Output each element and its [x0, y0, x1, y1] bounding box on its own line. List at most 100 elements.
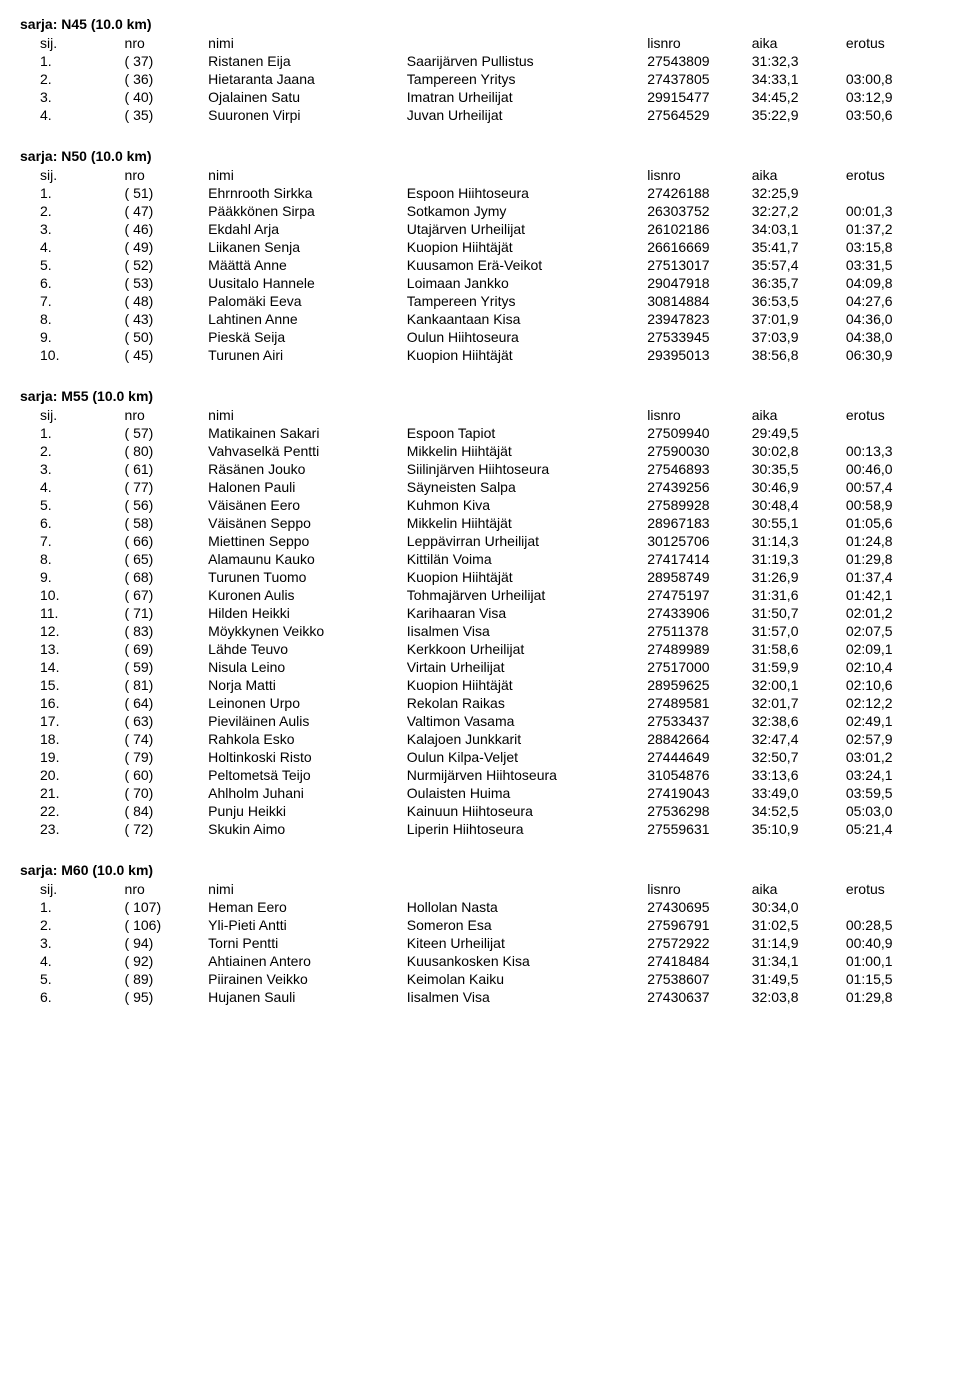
cell-nimi: Nisula Leino — [208, 658, 407, 676]
cell-aika: 35:41,7 — [752, 238, 846, 256]
cell-sij: 4. — [20, 478, 125, 496]
cell-erotus: 01:29,8 — [846, 988, 940, 1006]
cell-club: Mikkelin Hiihtäjät — [407, 514, 647, 532]
header-nimi: nimi — [208, 166, 407, 184]
cell-club: Tohmajärven Urheilijat — [407, 586, 647, 604]
table-row: 9.( 50)Pieskä SeijaOulun Hiihtoseura2753… — [20, 328, 940, 346]
table-row: 2.( 106)Yli-Pieti AnttiSomeron Esa275967… — [20, 916, 940, 934]
table-row: 3.( 46)Ekdahl ArjaUtajärven Urheilijat26… — [20, 220, 940, 238]
cell-club: Kalajoen Junkkarit — [407, 730, 647, 748]
header-nimi: nimi — [208, 34, 407, 52]
cell-sij: 15. — [20, 676, 125, 694]
cell-club: Tampereen Yritys — [407, 292, 647, 310]
cell-club: Sotkamon Jymy — [407, 202, 647, 220]
series-block: sarja: M55 (10.0 km)sij.nronimilisnroaik… — [20, 388, 940, 838]
table-header-row: sij.nronimilisnroaikaerotus — [20, 880, 940, 898]
results-table: sij.nronimilisnroaikaerotus1.( 107)Heman… — [20, 880, 940, 1006]
series-title: sarja: M55 (10.0 km) — [20, 388, 940, 404]
cell-erotus: 03:12,9 — [846, 88, 940, 106]
cell-erotus: 02:57,9 — [846, 730, 940, 748]
cell-nimi: Torni Pentti — [208, 934, 407, 952]
cell-nimi: Norja Matti — [208, 676, 407, 694]
cell-erotus: 00:57,4 — [846, 478, 940, 496]
cell-club: Kuusamon Erä-Veikot — [407, 256, 647, 274]
cell-lisnro: 27426188 — [647, 184, 752, 202]
cell-erotus: 02:09,1 — [846, 640, 940, 658]
cell-nro: ( 45) — [125, 346, 209, 364]
cell-lisnro: 27517000 — [647, 658, 752, 676]
cell-erotus — [846, 424, 940, 442]
cell-club: Leppävirran Urheilijat — [407, 532, 647, 550]
cell-lisnro: 29915477 — [647, 88, 752, 106]
cell-aika: 32:03,8 — [752, 988, 846, 1006]
cell-nimi: Punju Heikki — [208, 802, 407, 820]
cell-sij: 11. — [20, 604, 125, 622]
table-row: 4.( 77)Halonen PauliSäyneisten Salpa2743… — [20, 478, 940, 496]
cell-club: Liperin Hiihtoseura — [407, 820, 647, 838]
cell-sij: 1. — [20, 424, 125, 442]
header-aika: aika — [752, 166, 846, 184]
cell-nro: ( 59) — [125, 658, 209, 676]
cell-nro: ( 84) — [125, 802, 209, 820]
cell-nimi: Ehrnrooth Sirkka — [208, 184, 407, 202]
cell-sij: 10. — [20, 586, 125, 604]
cell-lisnro: 28967183 — [647, 514, 752, 532]
cell-nro: ( 68) — [125, 568, 209, 586]
cell-sij: 3. — [20, 460, 125, 478]
table-row: 14.( 59)Nisula LeinoVirtain Urheilijat27… — [20, 658, 940, 676]
cell-lisnro: 27511378 — [647, 622, 752, 640]
header-erotus: erotus — [846, 34, 940, 52]
cell-nro: ( 36) — [125, 70, 209, 88]
cell-lisnro: 26102186 — [647, 220, 752, 238]
table-row: 4.( 49)Liikanen SenjaKuopion Hiihtäjät26… — [20, 238, 940, 256]
header-sij: sij. — [20, 406, 125, 424]
cell-lisnro: 27590030 — [647, 442, 752, 460]
cell-erotus: 03:50,6 — [846, 106, 940, 124]
header-club-blank — [407, 166, 647, 184]
cell-club: Kainuun Hiihtoseura — [407, 802, 647, 820]
table-row: 5.( 52)Määttä AnneKuusamon Erä-Veikot275… — [20, 256, 940, 274]
cell-nro: ( 58) — [125, 514, 209, 532]
cell-aika: 31:26,9 — [752, 568, 846, 586]
cell-nro: ( 69) — [125, 640, 209, 658]
cell-club: Espoon Tapiot — [407, 424, 647, 442]
cell-nro: ( 50) — [125, 328, 209, 346]
cell-sij: 10. — [20, 346, 125, 364]
cell-nro: ( 107) — [125, 898, 209, 916]
cell-erotus: 01:42,1 — [846, 586, 940, 604]
cell-aika: 34:03,1 — [752, 220, 846, 238]
cell-erotus: 00:13,3 — [846, 442, 940, 460]
cell-nro: ( 81) — [125, 676, 209, 694]
cell-club: Kerkkoon Urheilijat — [407, 640, 647, 658]
cell-erotus: 02:49,1 — [846, 712, 940, 730]
cell-nimi: Piirainen Veikko — [208, 970, 407, 988]
cell-sij: 20. — [20, 766, 125, 784]
cell-nro: ( 70) — [125, 784, 209, 802]
table-row: 3.( 40)Ojalainen SatuImatran Urheilijat2… — [20, 88, 940, 106]
cell-lisnro: 27538607 — [647, 970, 752, 988]
cell-lisnro: 28842664 — [647, 730, 752, 748]
cell-club: Espoon Hiihtoseura — [407, 184, 647, 202]
cell-sij: 1. — [20, 898, 125, 916]
cell-nimi: Ahlholm Juhani — [208, 784, 407, 802]
cell-nimi: Turunen Airi — [208, 346, 407, 364]
cell-sij: 21. — [20, 784, 125, 802]
cell-aika: 31:19,3 — [752, 550, 846, 568]
table-header-row: sij.nronimilisnroaikaerotus — [20, 166, 940, 184]
cell-lisnro: 29395013 — [647, 346, 752, 364]
table-row: 7.( 48)Palomäki EevaTampereen Yritys3081… — [20, 292, 940, 310]
cell-nro: ( 92) — [125, 952, 209, 970]
cell-lisnro: 27430695 — [647, 898, 752, 916]
cell-aika: 31:59,9 — [752, 658, 846, 676]
cell-nro: ( 60) — [125, 766, 209, 784]
cell-lisnro: 27589928 — [647, 496, 752, 514]
table-row: 10.( 45)Turunen AiriKuopion Hiihtäjät293… — [20, 346, 940, 364]
cell-nro: ( 40) — [125, 88, 209, 106]
cell-nimi: Alamaunu Kauko — [208, 550, 407, 568]
cell-erotus: 03:00,8 — [846, 70, 940, 88]
cell-sij: 2. — [20, 916, 125, 934]
cell-sij: 7. — [20, 292, 125, 310]
cell-sij: 4. — [20, 238, 125, 256]
cell-lisnro: 27564529 — [647, 106, 752, 124]
cell-club: Rekolan Raikas — [407, 694, 647, 712]
